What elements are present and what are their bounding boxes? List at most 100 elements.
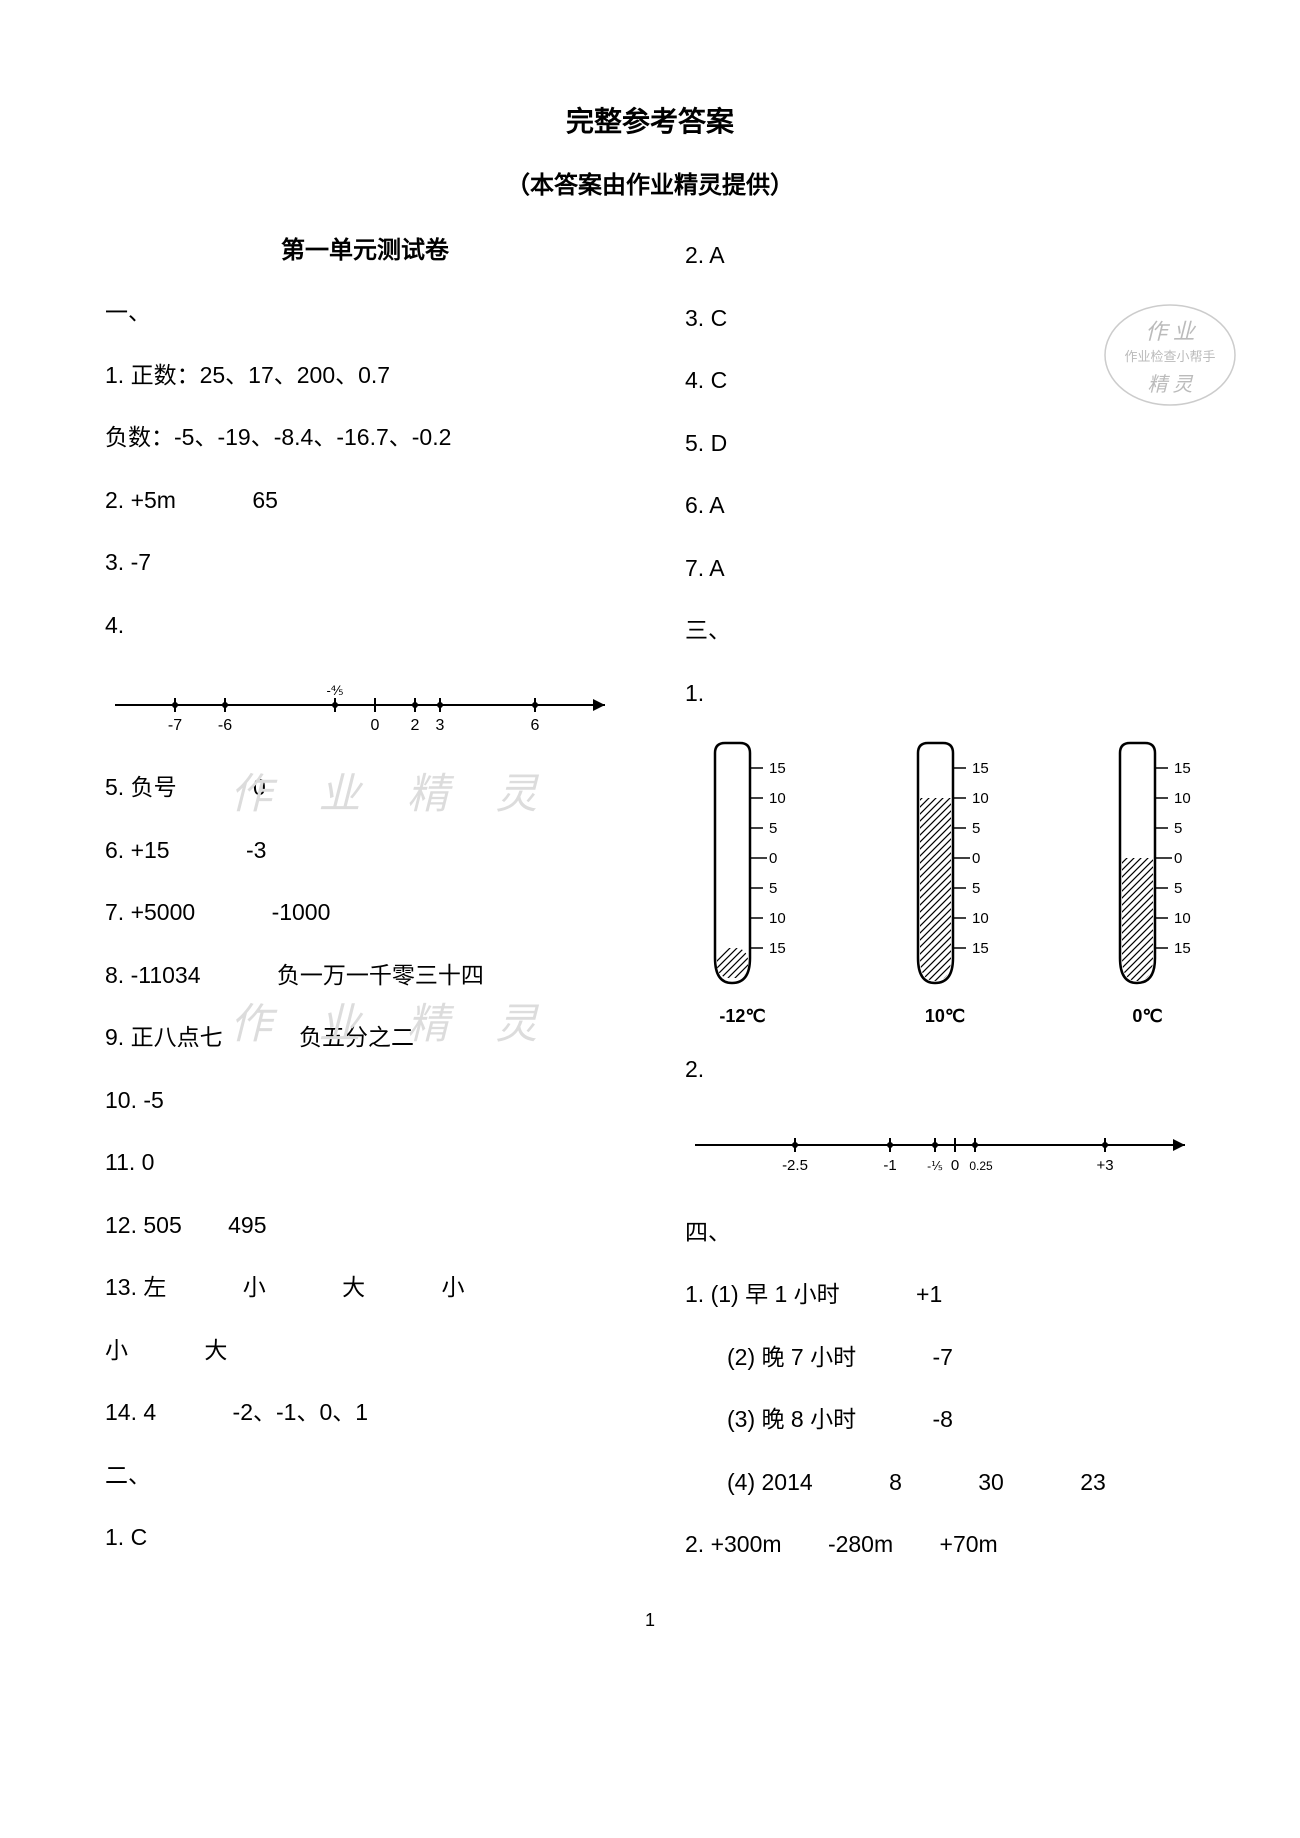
svg-text:15: 15 xyxy=(1174,760,1191,777)
s4-2a: (2) 晚 7 小时 xyxy=(727,1344,856,1370)
answer-3: 3. -7 xyxy=(105,545,625,580)
answer-9b: 负五分之二 xyxy=(299,1024,414,1050)
page-number: 1 xyxy=(80,1610,1220,1631)
section-2-q4: 4. C xyxy=(685,363,1205,398)
thermometer-3: 15105051015 0℃ xyxy=(1100,738,1195,1027)
answer-1b: 负数：-5、-19、-8.4、-16.7、-0.2 xyxy=(105,420,625,455)
svg-text:10: 10 xyxy=(972,910,989,927)
answer-13: 13. 左 小 大 小 xyxy=(105,1270,625,1305)
section-2-q6: 6. A xyxy=(685,488,1205,523)
svg-text:10: 10 xyxy=(769,910,786,927)
answer-6b: -3 xyxy=(246,837,266,863)
svg-text:-6: -6 xyxy=(218,717,232,734)
svg-text:5: 5 xyxy=(972,820,980,837)
number-line-1: -7 -6 -⅘ 0 2 3 6 xyxy=(105,670,625,745)
answer-12: 12. 505 495 xyxy=(105,1208,625,1243)
svg-text:5: 5 xyxy=(1174,880,1182,897)
answer-9a: 9. 正八点七 xyxy=(105,1024,223,1050)
svg-text:15: 15 xyxy=(972,760,989,777)
svg-text:0: 0 xyxy=(769,850,777,867)
answer-14: 14. 4 -2、-1、0、1 xyxy=(105,1395,625,1430)
answer-1: 1. 正数：25、17、200、0.7 xyxy=(105,358,625,393)
s4-2b: -7 xyxy=(932,1344,952,1370)
svg-text:10: 10 xyxy=(972,790,989,807)
s4-4c: 30 xyxy=(978,1469,1004,1495)
section-2-q1: 1. C xyxy=(105,1520,625,1555)
answer-12b: 495 xyxy=(228,1212,266,1238)
answer-2b: 65 xyxy=(252,487,278,513)
s4-q2a: 2. +300m xyxy=(685,1531,782,1557)
svg-text:-1: -1 xyxy=(883,1157,896,1174)
svg-text:15: 15 xyxy=(769,760,786,777)
svg-text:15: 15 xyxy=(769,940,786,957)
svg-text:15: 15 xyxy=(972,940,989,957)
svg-text:3: 3 xyxy=(436,717,445,734)
answer-7a: 7. +5000 xyxy=(105,899,195,925)
section-1-label: 一、 xyxy=(105,295,625,330)
svg-text:5: 5 xyxy=(972,880,980,897)
answer-11: 11. 0 xyxy=(105,1145,625,1180)
svg-text:0: 0 xyxy=(951,1157,959,1174)
answer-14b: -2、-1、0、1 xyxy=(233,1399,368,1425)
svg-text:0: 0 xyxy=(1174,850,1182,867)
svg-text:5: 5 xyxy=(769,820,777,837)
section-4-q2: 2. +300m -280m +70m xyxy=(685,1527,1205,1562)
svg-text:5: 5 xyxy=(1174,820,1182,837)
svg-text:-2.5: -2.5 xyxy=(782,1157,808,1174)
answer-13c: 大 xyxy=(342,1274,365,1300)
sub-title: （本答案由作业精灵提供） xyxy=(80,165,1220,200)
answer-5b: 0 xyxy=(253,774,266,800)
answer-2a: 2. +5m xyxy=(105,487,176,513)
answer-10: 10. -5 xyxy=(105,1083,625,1118)
left-column: 第一单元测试卷 一、 1. 正数：25、17、200、0.7 负数：-5、-19… xyxy=(80,230,650,1590)
s4-4a: (4) 2014 xyxy=(727,1469,813,1495)
answer-5: 5. 负号 0 xyxy=(105,770,625,805)
answer-7b: -1000 xyxy=(272,899,331,925)
answer-4: 4. xyxy=(105,608,625,643)
section-3-label: 三、 xyxy=(685,613,1205,648)
answer-6: 6. +15 -3 xyxy=(105,833,625,868)
svg-text:-⅕: -⅕ xyxy=(927,1159,943,1173)
s4-q2b: -280m xyxy=(828,1531,893,1557)
answer-9: 9. 正八点七 负五分之二 xyxy=(105,1020,625,1055)
s4-q2c: +70m xyxy=(940,1531,998,1557)
answer-14a: 14. 4 xyxy=(105,1399,156,1425)
s4-4d: 23 xyxy=(1080,1469,1106,1495)
thermo-2-label: 10℃ xyxy=(925,1006,965,1027)
s4-3b: -8 xyxy=(932,1406,952,1432)
answer-13b: 小 xyxy=(243,1274,266,1300)
svg-text:10: 10 xyxy=(1174,790,1191,807)
main-title: 完整参考答案 xyxy=(80,100,1220,140)
answer-13-cont: 小 大 xyxy=(105,1333,625,1368)
section-4-q1-1: 1. (1) 早 1 小时 +1 xyxy=(685,1277,1205,1312)
answer-8: 8. -11034 负一万一千零三十四 xyxy=(105,958,625,993)
answer-6a: 6. +15 xyxy=(105,837,170,863)
section-3-q1: 1. xyxy=(685,676,1205,711)
thermometer-2: 15105051015 10℃ xyxy=(898,738,993,1027)
svg-text:0.25: 0.25 xyxy=(969,1159,993,1173)
s4-3a: (3) 晚 8 小时 xyxy=(727,1406,856,1432)
section-2-label: 二、 xyxy=(105,1458,625,1493)
content-columns: 第一单元测试卷 一、 1. 正数：25、17、200、0.7 负数：-5、-19… xyxy=(80,230,1220,1590)
thermometer-row: 15 10 5 0 5 10 15 -12℃ 15 10 5 0 5 10 15 10℃ xyxy=(685,738,1205,1027)
section-2-q2: 2. A xyxy=(685,238,1205,273)
svg-text:-7: -7 xyxy=(168,717,182,734)
answer-7: 7. +5000 -1000 xyxy=(105,895,625,930)
svg-text:15: 15 xyxy=(1174,940,1191,957)
svg-text:-⅘: -⅘ xyxy=(327,683,344,698)
svg-text:10: 10 xyxy=(769,790,786,807)
answer-5a: 5. 负号 xyxy=(105,774,177,800)
answer-13a: 13. 左 xyxy=(105,1274,166,1300)
thermometer-1: 15105051015 -12℃ xyxy=(695,738,790,1027)
section-4-q1-2: (2) 晚 7 小时 -7 xyxy=(685,1340,1205,1375)
thermo-1-label: -12℃ xyxy=(719,1006,765,1027)
answer-2: 2. +5m 65 xyxy=(105,483,625,518)
section-4-label: 四、 xyxy=(685,1215,1205,1250)
section-4-q1-3: (3) 晚 8 小时 -8 xyxy=(685,1402,1205,1437)
answer-13d: 小 xyxy=(442,1274,465,1300)
section-4-q1-4: (4) 2014 8 30 23 xyxy=(685,1465,1205,1500)
s4-1a: 1. (1) 早 1 小时 xyxy=(685,1281,840,1307)
answer-13e: 小 xyxy=(105,1337,128,1363)
answer-13f: 大 xyxy=(204,1337,227,1363)
section-2-q5: 5. D xyxy=(685,426,1205,461)
